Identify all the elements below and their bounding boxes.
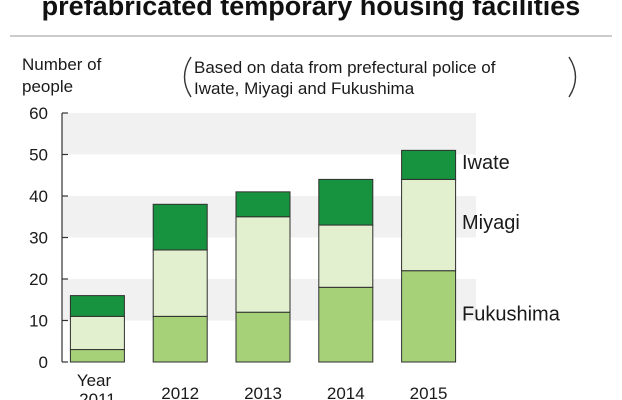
x-tick-label: 2011: [79, 390, 116, 400]
bar-segment-miyagi-2012: [152, 249, 208, 317]
y-axis: 0 10 20 30 40 50 60: [29, 104, 68, 372]
bar-segment-iwate-2012: [152, 203, 208, 251]
note-left-paren: [183, 56, 192, 98]
source-note-line-1: Based on data from prefectural police of: [194, 58, 496, 77]
y-tick-label: 10: [29, 312, 48, 331]
source-note-line-2: Iwate, Miyagi and Fukushima: [194, 79, 415, 98]
bar-segment-miyagi-2015: [401, 178, 457, 272]
legend-label-miyagi: Miyagi: [462, 212, 520, 234]
bar-segment-miyagi-2013: [235, 216, 291, 313]
x-tick-label: 2014: [327, 384, 365, 400]
x-axis-labels: 2011 2012 2013 2014 2015: [79, 384, 447, 400]
y-tick-label: 30: [29, 229, 48, 248]
y-axis-label-line-2: people: [22, 77, 73, 96]
bar-segment-iwate-2014: [318, 178, 374, 226]
bar-segment-fukushima-2011: [69, 349, 125, 363]
y-tick-label: 50: [29, 146, 48, 165]
bar-segment-iwate-2013: [235, 191, 291, 218]
bar-segment-fukushima-2015: [401, 270, 457, 363]
x-tick-label: 2012: [161, 384, 199, 400]
bar-segment-fukushima-2012: [152, 315, 208, 363]
note-right-paren: [568, 56, 577, 98]
y-tick-label: 0: [39, 353, 48, 372]
y-tick-label: 60: [29, 104, 48, 123]
y-tick-label: 20: [29, 270, 48, 289]
legend: Fukushima Miyagi Iwate: [462, 152, 561, 325]
legend-label-iwate: Iwate: [462, 152, 510, 174]
bar-segment-iwate-2015: [401, 149, 457, 180]
x-axis-label: Year: [77, 371, 112, 390]
bar-segment-fukushima-2014: [318, 286, 374, 363]
bar-segment-miyagi-2014: [318, 224, 374, 288]
grid-band: [62, 113, 476, 155]
bars: [69, 149, 457, 363]
x-tick-label: 2013: [244, 384, 282, 400]
chart-title: prefabricated temporary housing faciliti…: [41, 0, 581, 21]
y-tick-label: 40: [29, 187, 48, 206]
source-note: Based on data from prefectural police of…: [183, 56, 577, 98]
bar-segment-miyagi-2011: [69, 315, 125, 351]
x-tick-label: 2015: [410, 384, 448, 400]
bar-segment-iwate-2011: [69, 295, 125, 317]
legend-label-fukushima: Fukushima: [462, 303, 561, 325]
bar-segment-fukushima-2013: [235, 311, 291, 363]
y-axis-label-line-1: Number of: [22, 55, 102, 74]
